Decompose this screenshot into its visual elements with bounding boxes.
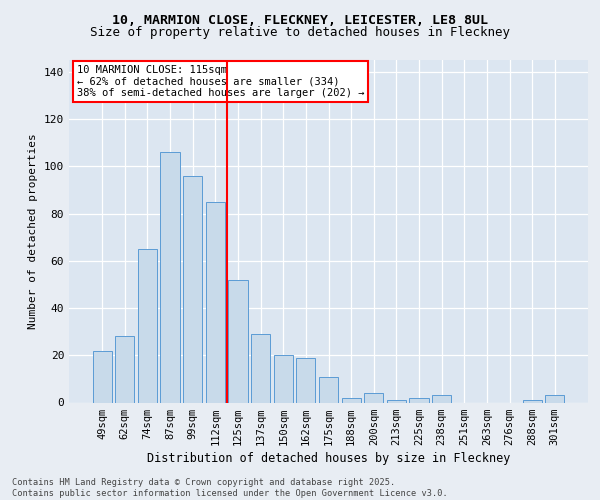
- Text: Size of property relative to detached houses in Fleckney: Size of property relative to detached ho…: [90, 26, 510, 39]
- Bar: [319, 376, 338, 402]
- Text: 10, MARMION CLOSE, FLECKNEY, LEICESTER, LE8 8UL: 10, MARMION CLOSE, FLECKNEY, LEICESTER, …: [112, 14, 488, 27]
- Bar: [206, 202, 225, 402]
- X-axis label: Distribution of detached houses by size in Fleckney: Distribution of detached houses by size …: [147, 452, 510, 465]
- Bar: [229, 280, 248, 402]
- Bar: [545, 396, 565, 402]
- Bar: [115, 336, 134, 402]
- Bar: [341, 398, 361, 402]
- Bar: [92, 350, 112, 403]
- Text: 10 MARMION CLOSE: 115sqm
← 62% of detached houses are smaller (334)
38% of semi-: 10 MARMION CLOSE: 115sqm ← 62% of detach…: [77, 65, 364, 98]
- Bar: [138, 249, 157, 402]
- Bar: [251, 334, 270, 402]
- Bar: [364, 393, 383, 402]
- Bar: [409, 398, 428, 402]
- Bar: [183, 176, 202, 402]
- Bar: [523, 400, 542, 402]
- Bar: [432, 396, 451, 402]
- Y-axis label: Number of detached properties: Number of detached properties: [28, 134, 38, 329]
- Bar: [387, 400, 406, 402]
- Bar: [160, 152, 180, 403]
- Bar: [274, 356, 293, 403]
- Text: Contains HM Land Registry data © Crown copyright and database right 2025.
Contai: Contains HM Land Registry data © Crown c…: [12, 478, 448, 498]
- Bar: [296, 358, 316, 403]
